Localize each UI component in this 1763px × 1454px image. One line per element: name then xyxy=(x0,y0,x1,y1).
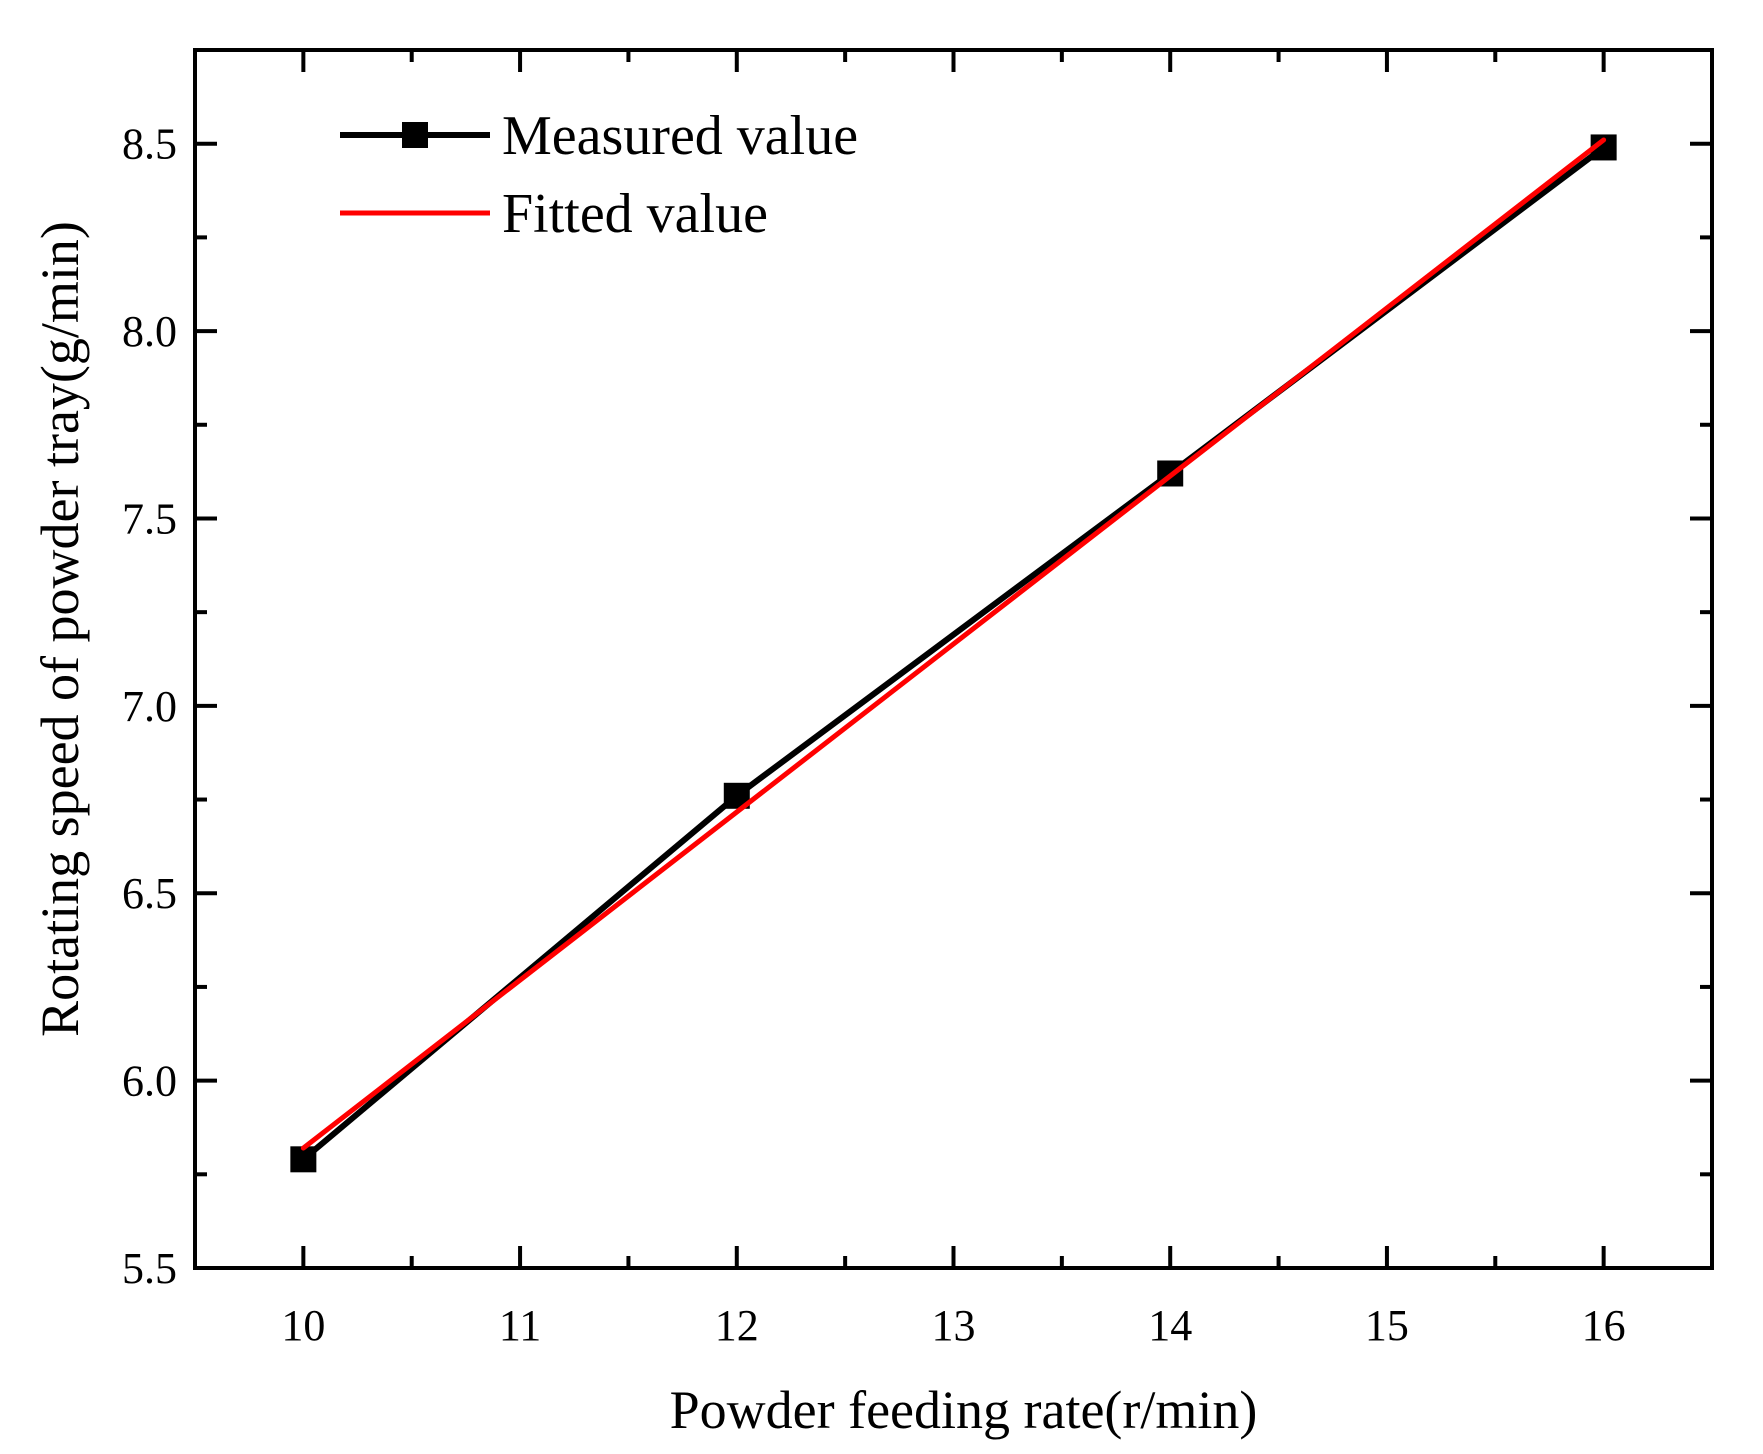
x-tick-label: 16 xyxy=(1582,1301,1626,1350)
x-tick-label: 11 xyxy=(499,1301,541,1350)
legend-label-fitted: Fitted value xyxy=(502,183,768,245)
x-tick-label: 13 xyxy=(932,1301,976,1350)
y-tick-label: 8.5 xyxy=(122,120,177,169)
y-tick-label: 7.0 xyxy=(122,682,177,731)
legend: Measured value Fitted value xyxy=(340,105,858,245)
x-tick-label: 12 xyxy=(715,1301,759,1350)
y-tick-label: 6.5 xyxy=(122,869,177,918)
x-tick-label: 14 xyxy=(1148,1301,1192,1350)
y-axis-title: Rotating speed of powder tray(g/min) xyxy=(30,221,90,1037)
y-tick-label: 8.0 xyxy=(122,307,177,356)
data-point-measured xyxy=(290,1146,317,1173)
axes: 10 11 12 13 14 15 16 5.5 6.0 6.5 7.0 7.5 8.0 8.5 xyxy=(122,48,1714,1350)
series-line-fitted xyxy=(300,137,1607,1151)
series-line-measured xyxy=(300,144,1607,1163)
plot-series xyxy=(290,134,1617,1173)
legend-marker-measured xyxy=(402,122,428,148)
x-tick-label: 15 xyxy=(1365,1301,1409,1350)
y-tick-label: 7.5 xyxy=(122,494,177,543)
x-tick-label: 10 xyxy=(281,1301,325,1350)
y-tick-label: 5.5 xyxy=(122,1244,177,1293)
y-tick-label: 6.0 xyxy=(122,1057,177,1106)
x-axis-title: Powder feeding rate(r/min) xyxy=(670,1380,1258,1440)
legend-label-measured: Measured value xyxy=(502,105,858,167)
